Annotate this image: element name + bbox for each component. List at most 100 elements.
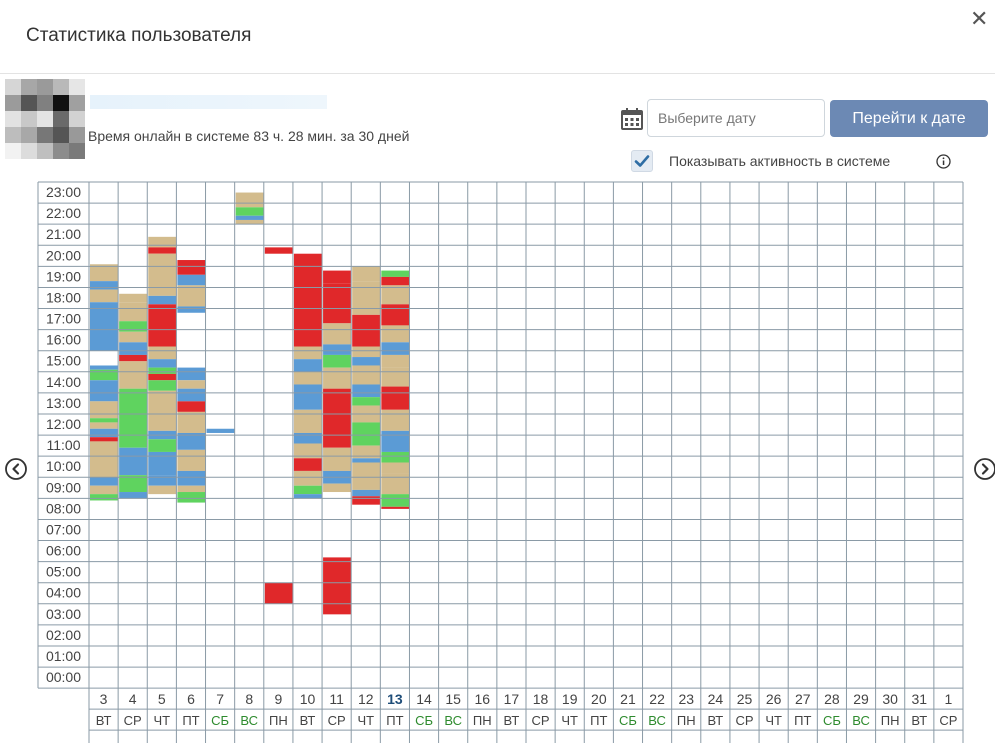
activity-block [352,314,381,347]
activity-block [381,386,410,410]
activity-block [293,409,323,433]
activity-block [293,384,323,410]
activity-block [177,274,206,286]
day-weekday-label: СБ [823,713,841,728]
day-date-label: 21 [620,691,636,707]
day-date-label: 22 [649,691,665,707]
activity-block [90,302,119,351]
online-time-text: Время онлайн в системе 83 ч. 28 мин. за … [88,128,410,144]
day-date-label: 26 [766,691,782,707]
day-weekday-label: ЧТ [154,713,171,728]
day-date-label: 27 [795,691,811,707]
day-weekday-label: ЧТ [765,713,782,728]
day-weekday-label: ПТ [590,713,607,728]
day-weekday-label: СР [532,713,550,728]
day-date-label: 24 [708,691,724,707]
activity-block [235,219,264,225]
chevron-right-circle-icon[interactable] [974,458,995,480]
day-date-label: 25 [737,691,753,707]
activity-block [293,432,323,444]
day-weekday-label: СР [124,713,142,728]
activity-block [293,458,323,471]
date-input[interactable] [647,99,825,137]
hour-label: 05:00 [46,564,81,580]
activity-block [119,475,148,493]
day-date-label: 10 [300,691,316,707]
day-date-label: 1 [945,691,953,707]
activity-block [90,289,119,303]
activity-block [148,247,177,254]
day-weekday-label: ЧТ [561,713,578,728]
activity-block [148,451,177,476]
activity-block [90,281,119,290]
activity-block [148,236,177,248]
activity-block [264,582,293,604]
close-icon[interactable]: ✕ [970,6,989,31]
hour-label: 11:00 [47,437,81,453]
day-weekday-label: ВТ [96,713,112,728]
day-weekday-label: ЧТ [357,713,374,728]
activity-block [177,485,206,493]
day-date-label: 3 [100,691,108,707]
day-date-label: 11 [329,691,344,707]
activity-block [381,494,410,507]
activity-block [177,449,206,471]
modal-title: Статистика пользователя [26,25,252,46]
activity-block [293,443,323,459]
activity-block [235,215,264,220]
activity-block [352,384,381,398]
day-date-label: 8 [245,691,253,707]
hour-label: 00:00 [46,669,81,685]
activity-block [148,346,177,360]
activity-block [148,253,177,296]
chevron-left-circle-icon[interactable] [5,458,27,480]
activity-block [177,411,206,433]
day-weekday-label: ПН [677,713,696,728]
activity-block [148,295,177,305]
activity-block [323,283,352,324]
day-date-label: 16 [475,691,491,707]
activity-block [119,492,148,499]
activity-block [323,367,352,389]
activity-block [177,388,206,402]
show-activity-checkbox[interactable] [631,150,653,172]
activity-block [323,557,352,615]
activity-block [235,207,264,216]
calendar-icon[interactable] [621,108,643,130]
hour-label: 01:00 [46,648,81,664]
day-date-label: 7 [216,691,224,707]
activity-block [352,422,381,446]
activity-block [148,439,177,452]
hour-label: 09:00 [46,479,81,495]
hour-label: 16:00 [46,332,81,348]
activity-block [90,380,119,402]
day-date-label: 17 [504,691,520,707]
activity-block [90,485,119,495]
activity-block [381,342,410,355]
activity-block [119,447,148,476]
activity-block [381,354,410,368]
activity-block [148,475,177,486]
goto-date-button[interactable]: Перейти к дате [830,100,988,137]
activity-block [323,354,352,368]
activity-block [352,445,381,459]
activity-block [90,422,119,429]
activity-block [323,447,352,471]
activity-block [90,264,119,282]
day-weekday-label: ВТ [300,713,316,728]
activity-block [352,397,381,406]
info-icon[interactable] [936,154,951,169]
day-weekday-label: ВС [648,713,666,728]
activity-block [352,365,381,385]
hour-label: 18:00 [46,289,81,305]
day-weekday-label: СБ [211,713,229,728]
day-date-label: 6 [187,691,195,707]
hour-label: 19:00 [46,268,81,284]
hour-label: 13:00 [46,395,81,411]
hour-label: 08:00 [46,500,81,516]
activity-block [177,260,206,275]
check-icon [634,155,650,167]
day-weekday-label: ПТ [386,713,403,728]
activity-block [177,367,206,381]
